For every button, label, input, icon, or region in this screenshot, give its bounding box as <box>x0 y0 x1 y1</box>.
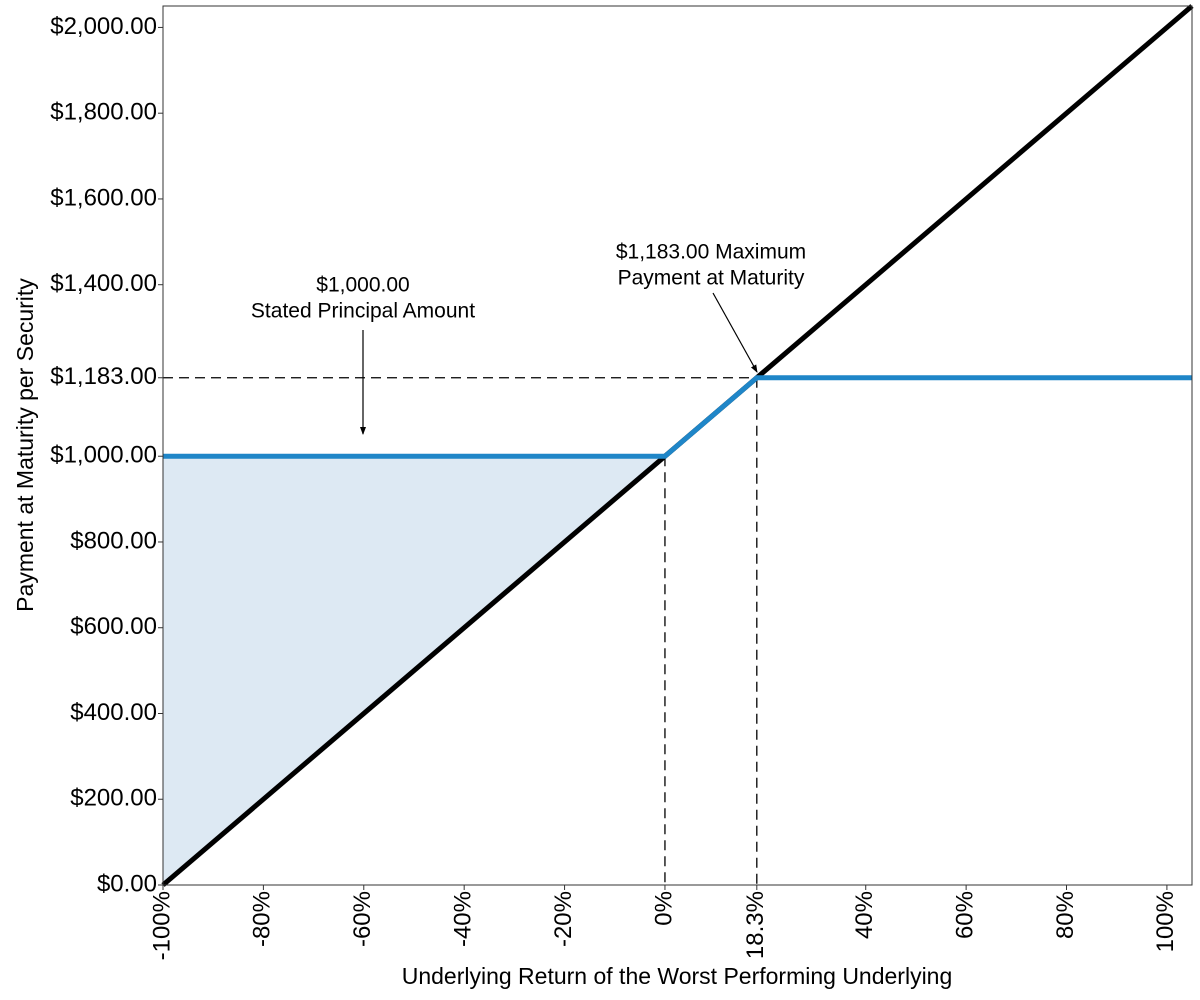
plot-frame <box>162 5 1193 886</box>
y-tick-label: $800.00 <box>70 527 157 554</box>
x-tick-label: 60% <box>951 891 978 939</box>
x-tick-label: 100% <box>1152 891 1179 952</box>
x-tick-label: -100% <box>148 891 175 960</box>
x-tick-label: -40% <box>450 891 477 947</box>
x-tick-label: 0% <box>650 891 677 926</box>
y-tick-label: $600.00 <box>70 613 157 640</box>
annotation-text: $1,183.00 Maximum <box>616 241 806 264</box>
y-tick-label: $1,000.00 <box>50 442 157 469</box>
y-tick-label: $1,400.00 <box>50 270 157 297</box>
x-tick-label: 80% <box>1052 891 1079 939</box>
annotation-text: Stated Principal Amount <box>251 300 475 323</box>
x-tick-label: 18.3% <box>742 891 769 959</box>
x-tick-label: -20% <box>550 891 577 947</box>
y-tick-label: $200.00 <box>70 785 157 812</box>
annotation-text: Payment at Maturity <box>618 267 805 290</box>
y-tick-label: $1,600.00 <box>50 184 157 211</box>
x-tick-label: 40% <box>851 891 878 939</box>
y-tick-label: $1,800.00 <box>50 99 157 126</box>
x-tick-label: -80% <box>249 891 276 947</box>
y-tick-label: $1,183.00 <box>50 363 157 390</box>
y-tick-label: $0.00 <box>97 870 157 897</box>
y-axis-label: Payment at Maturity per Security <box>12 278 38 612</box>
y-tick-label: $400.00 <box>70 699 157 726</box>
x-tick-label: -60% <box>349 891 376 947</box>
y-tick-label: $2,000.00 <box>50 13 157 40</box>
x-axis-label: Underlying Return of the Worst Performin… <box>402 963 953 989</box>
annotation-text: $1,000.00 <box>316 274 409 297</box>
annotation-arrow <box>712 292 758 373</box>
series-line <box>163 375 1192 459</box>
